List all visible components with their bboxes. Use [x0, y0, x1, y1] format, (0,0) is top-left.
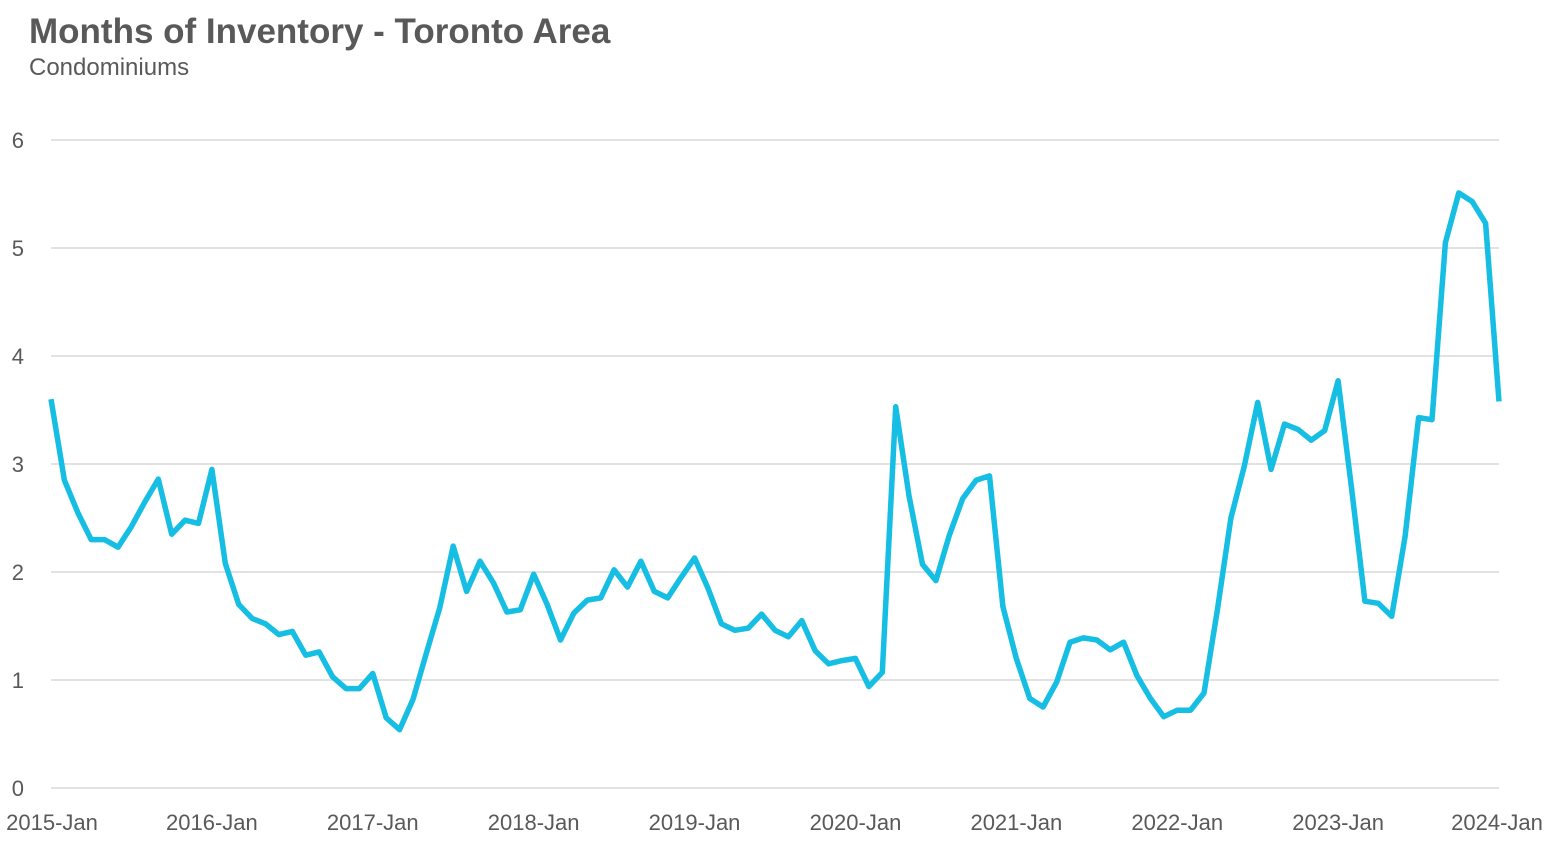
x-tick-label: 2022-Jan [1131, 810, 1223, 835]
x-tick-label: 2020-Jan [810, 810, 902, 835]
chart-title: Months of Inventory - Toronto Area [29, 12, 611, 51]
x-tick-label: 2023-Jan [1292, 810, 1384, 835]
y-tick-label: 3 [12, 452, 24, 477]
x-tick-label: 2015-Jan [6, 810, 98, 835]
series-line [48, 190, 1502, 733]
y-axis-tick-labels: 0 1 2 3 4 5 6 [12, 128, 24, 801]
y-tick-label: 0 [12, 776, 24, 801]
y-tick-label: 2 [12, 560, 24, 585]
y-tick-label: 6 [12, 128, 24, 153]
series-lines [48, 190, 1502, 733]
chart-subtitle: Condominiums [29, 54, 190, 81]
x-tick-label: 2021-Jan [970, 810, 1062, 835]
gridlines [51, 139, 1499, 789]
x-tick-label: 2019-Jan [649, 810, 741, 835]
x-tick-label: 2024-Jan [1451, 810, 1543, 835]
x-axis-tick-labels: 2015-Jan 2016-Jan 2017-Jan 2018-Jan 2019-Jan… [6, 810, 1543, 835]
x-tick-label: 2018-Jan [488, 810, 580, 835]
y-tick-label: 4 [12, 344, 24, 369]
y-tick-label: 5 [12, 236, 24, 261]
x-tick-label: 2016-Jan [166, 810, 258, 835]
y-tick-label: 1 [12, 668, 24, 693]
x-tick-label: 2017-Jan [327, 810, 419, 835]
